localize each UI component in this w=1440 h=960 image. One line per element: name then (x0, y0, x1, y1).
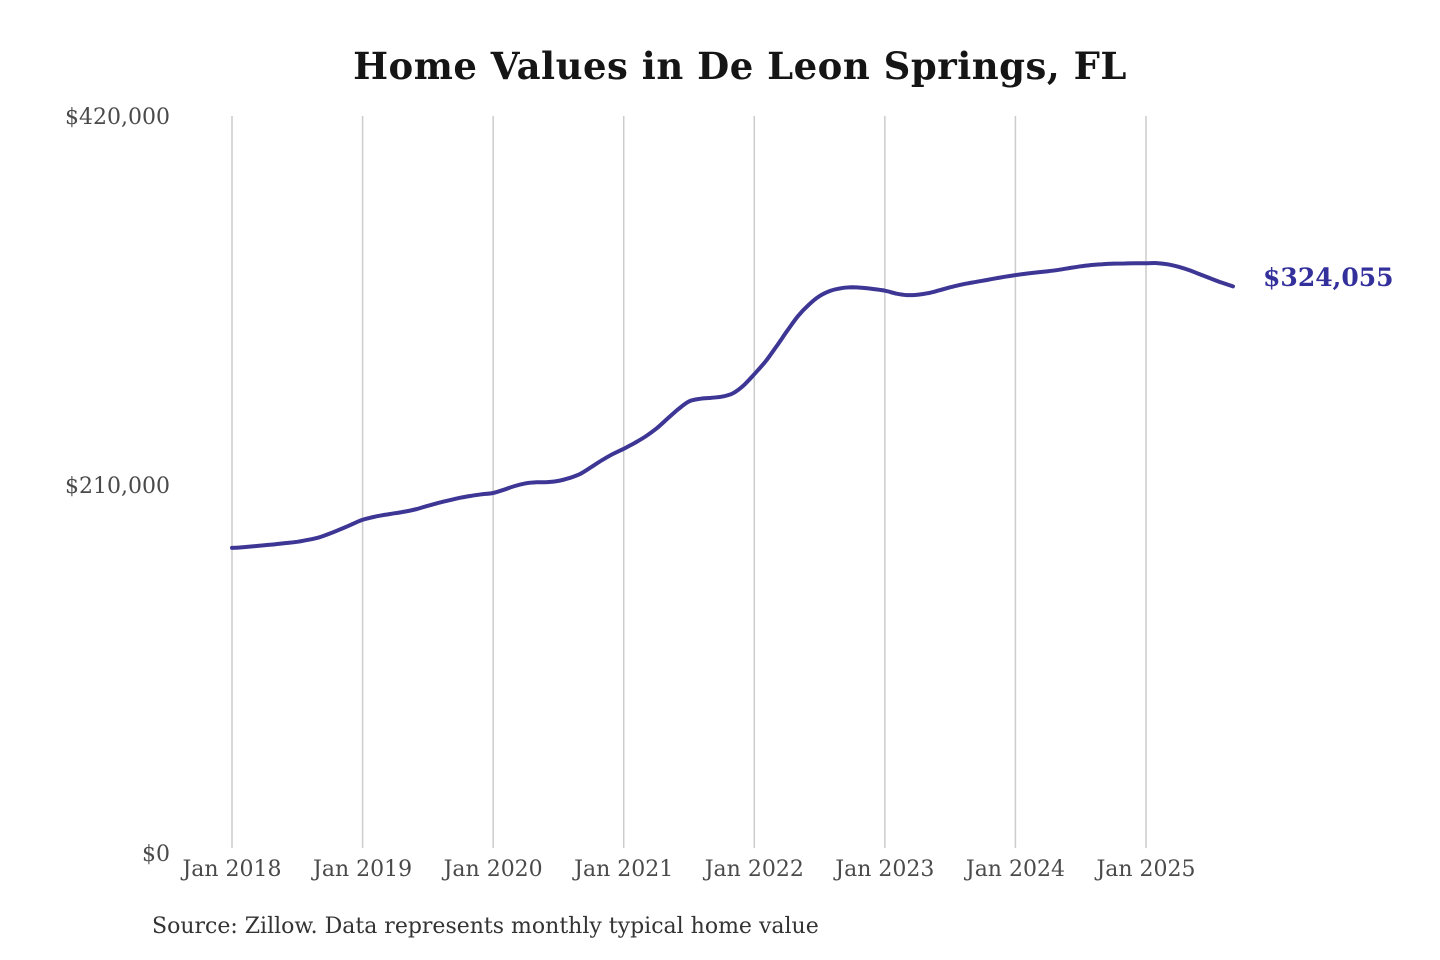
y-tick-label: $0 (142, 842, 170, 867)
x-tick-label: Jan 2018 (182, 857, 282, 882)
gridlines-group (231, 116, 1147, 848)
x-tick-label: Jan 2019 (313, 857, 413, 882)
source-note: Source: Zillow. Data represents monthly … (152, 914, 819, 939)
x-tick-label: Jan 2025 (1096, 857, 1196, 882)
chart-title: Home Values in De Leon Springs, FL (353, 44, 1127, 88)
home-value-line (230, 261, 1235, 550)
x-tick-label: Jan 2023 (835, 857, 935, 882)
x-tick-label: Jan 2024 (965, 857, 1065, 882)
x-tick-label: Jan 2020 (443, 857, 543, 882)
y-tick-label: $420,000 (65, 105, 170, 130)
x-tick-label: Jan 2022 (704, 857, 804, 882)
latest-value-label: $324,055 (1263, 263, 1394, 293)
y-tick-label: $210,000 (65, 473, 170, 499)
x-tick-label: Jan 2021 (574, 857, 674, 882)
